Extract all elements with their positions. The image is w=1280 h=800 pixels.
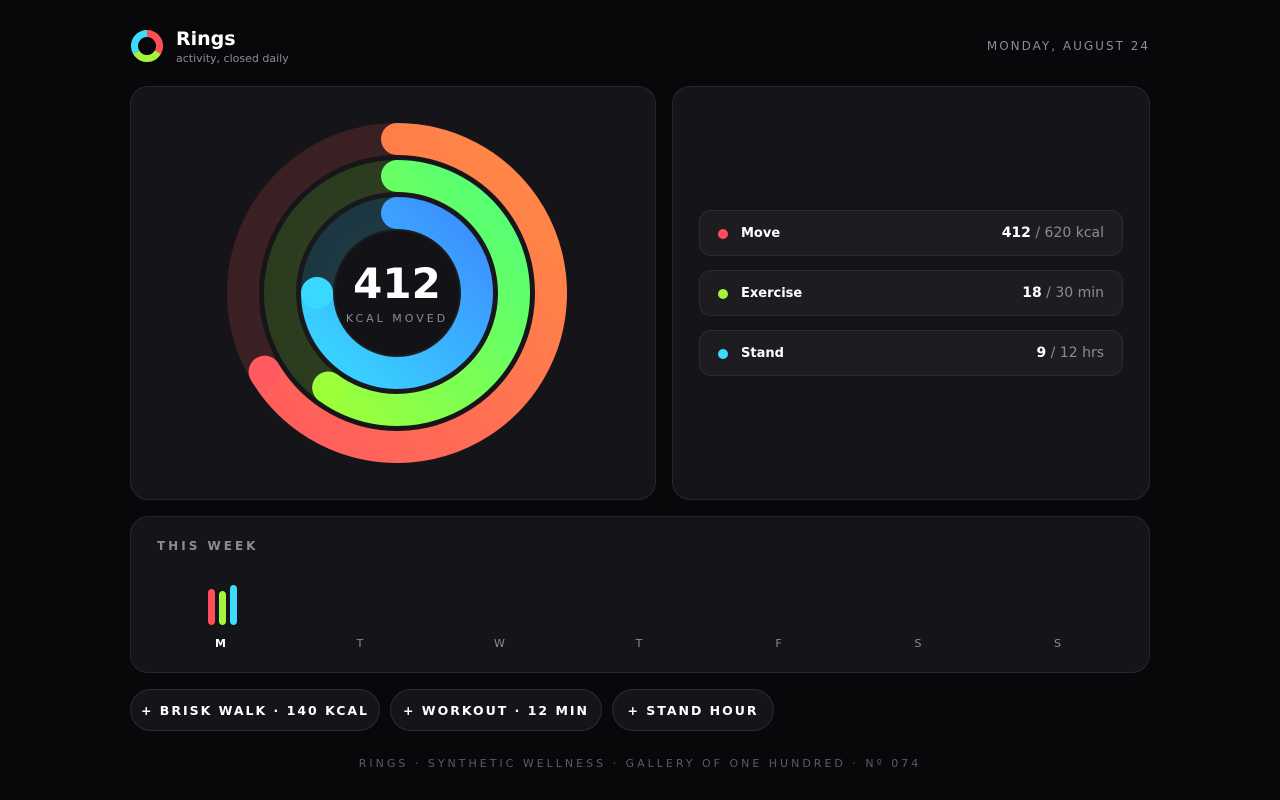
stand-day-bar bbox=[230, 585, 237, 625]
rings-center-disc bbox=[335, 231, 459, 355]
week-title: THIS WEEK bbox=[157, 539, 259, 553]
app-title: Rings bbox=[176, 28, 236, 50]
day-column[interactable]: M bbox=[191, 567, 251, 657]
this-week-card: THIS WEEK M T W T F S S bbox=[130, 516, 1150, 673]
move-ring-end-cap bbox=[248, 355, 281, 388]
stat-value: 9 / 12 hrs bbox=[1036, 345, 1104, 361]
day-column[interactable]: S bbox=[1028, 567, 1088, 657]
stat-row-exercise[interactable]: Exercise 18 / 30 min bbox=[699, 270, 1123, 316]
day-label: S bbox=[914, 637, 923, 650]
day-column[interactable]: T bbox=[331, 567, 391, 657]
add-workout-button[interactable]: + WORKOUT · 12 MIN bbox=[390, 689, 602, 731]
day-bars bbox=[331, 567, 391, 625]
stats-card: Move 412 / 620 kcal Exercise 18 / 30 min… bbox=[672, 86, 1150, 500]
stat-row-move[interactable]: Move 412 / 620 kcal bbox=[699, 210, 1123, 256]
stand-ring-end-cap bbox=[301, 277, 333, 309]
day-bars bbox=[889, 567, 949, 625]
day-bars bbox=[191, 567, 251, 625]
day-column[interactable]: S bbox=[889, 567, 949, 657]
day-bars bbox=[1028, 567, 1088, 625]
day-label: S bbox=[1054, 637, 1062, 650]
current-date: MONDAY, AUGUST 24 bbox=[986, 39, 1150, 53]
footer-caption: RINGS · SYNTHETIC WELLNESS · GALLERY OF … bbox=[358, 757, 922, 770]
exercise-day-bar bbox=[219, 591, 226, 625]
move-ring-progress bbox=[248, 123, 567, 463]
day-bars bbox=[749, 567, 809, 625]
activity-rings bbox=[217, 113, 577, 473]
stat-label: Stand bbox=[741, 346, 784, 361]
stat-value: 412 / 620 kcal bbox=[1001, 225, 1104, 241]
day-label: T bbox=[356, 637, 365, 650]
move-dot-icon bbox=[718, 229, 728, 239]
stat-label: Exercise bbox=[741, 286, 803, 301]
day-column[interactable]: F bbox=[749, 567, 809, 657]
day-label: F bbox=[775, 637, 783, 650]
stat-value: 18 / 30 min bbox=[1022, 285, 1104, 301]
day-bars bbox=[470, 567, 530, 625]
add-stand-hour-button[interactable]: + STAND HOUR bbox=[612, 689, 774, 731]
center-kcal-label: KCAL MOVED bbox=[345, 312, 449, 325]
rings-logo-icon bbox=[131, 30, 163, 62]
stand-dot-icon bbox=[718, 349, 728, 359]
stand-ring-progress bbox=[301, 197, 493, 389]
center-kcal-value: 412 bbox=[353, 259, 441, 308]
day-label: T bbox=[635, 637, 644, 650]
stat-row-stand[interactable]: Stand 9 / 12 hrs bbox=[699, 330, 1123, 376]
stat-label: Move bbox=[741, 226, 781, 241]
exercise-dot-icon bbox=[718, 289, 728, 299]
exercise-ring-progress bbox=[312, 160, 530, 426]
exercise-ring-end-cap bbox=[312, 371, 345, 404]
activity-rings-card: 412 KCAL MOVED bbox=[130, 86, 656, 500]
day-label: W bbox=[494, 637, 506, 650]
day-label: M bbox=[215, 637, 227, 650]
day-column[interactable]: W bbox=[470, 567, 530, 657]
add-brisk-walk-button[interactable]: + BRISK WALK · 140 KCAL bbox=[130, 689, 380, 731]
move-day-bar bbox=[208, 588, 215, 625]
day-bars bbox=[610, 567, 670, 625]
day-column[interactable]: T bbox=[610, 567, 670, 657]
app-subtitle: activity, closed daily bbox=[176, 52, 289, 65]
app-header: Rings activity, closed daily MONDAY, AUG… bbox=[130, 28, 1150, 65]
